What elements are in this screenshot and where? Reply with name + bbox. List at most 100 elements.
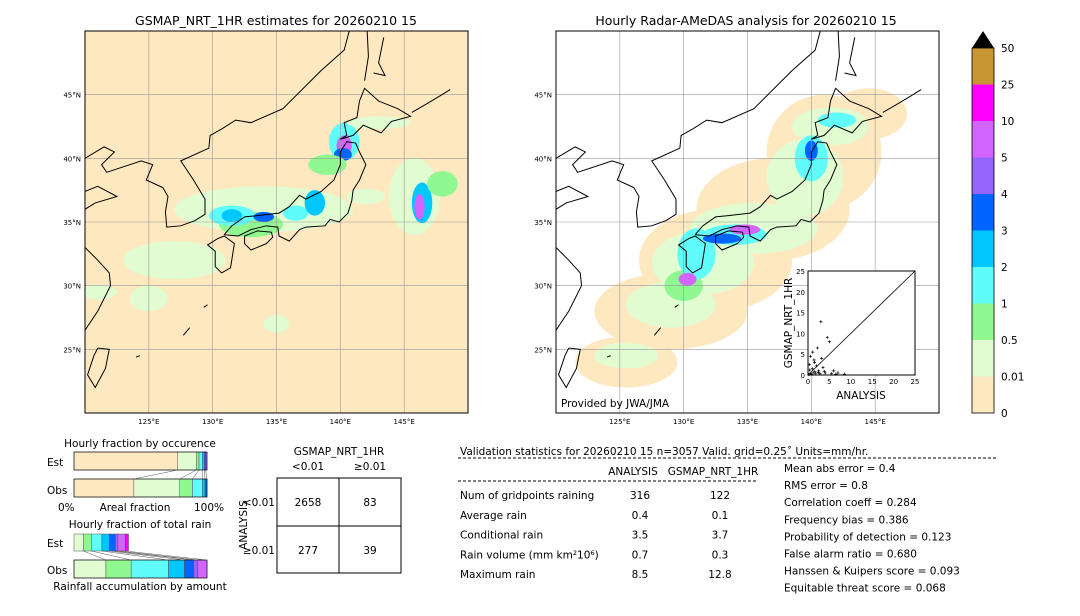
scatter-point [811,350,815,354]
lon-tick-label: 125°E [609,418,630,426]
colorbar-tick-label: 0.01 [1001,372,1024,384]
right-map-title: Hourly Radar-AMeDAS analysis for 2026021… [595,13,896,28]
occurrence-title: Hourly fraction by occurence [64,438,216,450]
occ-est-label: Est [47,457,63,469]
scatter-ytick: 20 [796,289,805,297]
occ-obs-segment [73,478,135,498]
scatter-point [814,371,818,375]
stats-row-label: Average rain [460,510,527,522]
rain-obs-segment [193,559,198,579]
scatter-point [836,371,840,375]
coastline [85,247,112,331]
connector-line [125,550,208,561]
connector-line [83,550,107,561]
map-layer [85,31,468,413]
scatter-point [834,372,838,376]
lon-tick-label: 140°E [330,418,351,426]
gsmap-map: 125°E 130°E 135°E 140°E 145°E 45°N 40°N 35°N 30°… [63,30,469,426]
coastline [162,31,350,228]
scatter-point [810,367,814,371]
rain-area [308,154,347,175]
connector-line [109,550,185,561]
coastline [633,31,821,228]
coastline [556,247,583,331]
lon-tick-label: 140°E [801,418,822,426]
lat-tick-label: 30°N [534,283,552,291]
colorbar-segment [972,267,994,304]
colorbar-segment [972,157,994,194]
scatter-point [807,363,811,367]
colorbar-tick-label: 2 [1001,262,1008,274]
diagonal-line [807,270,916,376]
coastline [556,185,590,210]
colorbar-segment [972,194,994,231]
rain-obs-segment [184,559,194,579]
scores-list: Mean abs error = 0.4 RMS error = 0.8 Corre… [784,463,960,595]
occ-est-segment [202,451,205,471]
connector-line [101,550,169,561]
rain-obs-segment [73,559,107,579]
rain-area [427,171,458,197]
score-line: Frequency bias = 0.386 [784,514,909,526]
coastline [715,230,745,251]
scatter-point [817,369,821,373]
rain-area [346,188,386,205]
rain-area [594,342,659,369]
coastline [411,89,451,113]
coastline [556,146,635,189]
scatter-point [821,366,825,370]
scatter-point [811,371,815,375]
scatter-point [832,369,836,373]
scatter-point [842,372,846,376]
occ-frame [73,478,208,498]
stats-row-label: Conditional rain [460,530,543,542]
stats-gsmap-value: 0.3 [712,549,729,561]
lon-tick-label: 145°E [865,418,886,426]
stats-row-label: Rain volume (mm km²10⁶) [460,549,599,561]
stats-header-analysis: ANALYSIS [608,466,658,478]
lat-tick-label: 30°N [63,283,81,291]
scatter-point [812,361,816,365]
connector-line [205,469,208,480]
occ-est-segment [177,451,197,471]
cell-hit: 39 [363,545,376,557]
occ-frame [73,451,208,471]
colorbar-tick-label: 1 [1001,299,1008,311]
contingency-title: GSMAP_NRT_1HR [294,446,385,458]
scatter-point [823,371,827,375]
rain-est-segment [114,533,119,552]
map-frame [84,30,469,414]
cell-hit-none: 2658 [295,497,322,509]
row-label-1: ≥0.01 [243,545,275,557]
stats-analysis-value: 0.4 [632,510,649,522]
lat-tick-label: 40°N [63,155,81,163]
scatter-point [815,364,819,368]
connector-line [179,469,197,480]
stats-gsmap-value: 12.8 [708,569,731,581]
colorbar-segment [972,84,994,121]
stats-gsmap-value: 122 [710,490,730,502]
colorbar-segment [972,376,994,413]
coastline [206,235,235,274]
cell-false-alarm: 83 [363,497,376,509]
connector-line [115,550,194,561]
lon-tick-label: 130°E [673,418,694,426]
lat-tick-label: 45°N [63,92,81,100]
lon-tick-label: 125°E [138,418,159,426]
score-line: False alarm ratio = 0.680 [784,549,917,561]
scatter-xtick: 15 [868,378,877,386]
scatter-ytick: 0 [801,372,805,380]
rain-est-segment [117,533,126,552]
coastline [203,304,208,308]
scatter-point [822,369,826,373]
stats-gsmap-value: 0.1 [712,510,729,522]
lon-tick-label: 130°E [202,418,223,426]
scatter-ytick: 15 [796,310,805,318]
lat-tick-label: 35°N [63,219,81,227]
colorbar-tick-label: 3 [1001,226,1008,238]
occ-obs-label: Obs [47,485,67,497]
connector-line [192,469,200,480]
col-label-1: ≥0.01 [354,461,386,473]
lon-tick-label: 145°E [394,418,415,426]
